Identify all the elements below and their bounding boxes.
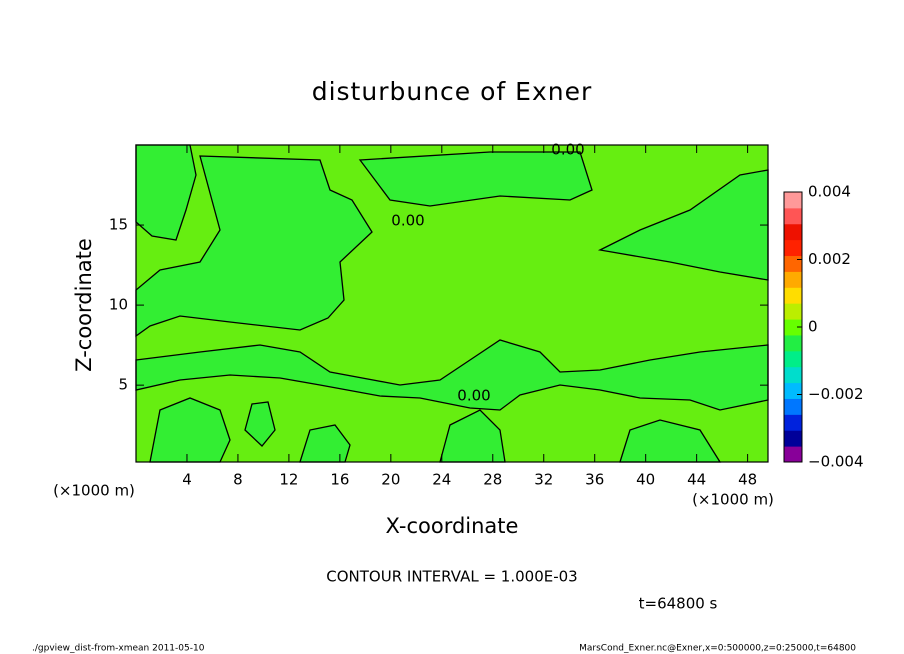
colorbar-band [784, 334, 802, 352]
colorbar-band [784, 366, 802, 384]
x-tick-label: 20 [381, 471, 400, 489]
x-tick-label: 12 [279, 471, 298, 489]
colorbar-band [784, 398, 802, 415]
y-tick-label: 10 [109, 296, 128, 314]
colorbar-band [784, 382, 802, 399]
colorbar-tick-label: 0 [808, 318, 818, 336]
y-axis-label: Z-coordinate [72, 238, 96, 372]
x-tick-label: 16 [330, 471, 349, 489]
footer-left: ./gpview_dist-from-xmean 2011-05-10 [32, 644, 205, 654]
x-tick-label: 24 [432, 471, 451, 489]
colorbar-tick-label: −0.004 [808, 453, 864, 471]
colorbar-band [784, 350, 802, 368]
x-tick-label: 40 [636, 471, 655, 489]
x-unit-right: (×1000 m) [692, 491, 774, 509]
x-tick-label: 32 [534, 471, 553, 489]
colorbar-band [784, 255, 802, 272]
contour-label: 0.00 [391, 212, 424, 230]
field [135, 144, 769, 463]
contour-region [135, 339, 769, 411]
y-tick-label: 15 [109, 216, 128, 234]
chart-title: disturbunce of Exner [312, 77, 593, 106]
contour-interval: CONTOUR INTERVAL = 1.000E-03 [326, 568, 577, 586]
colorbar-band [784, 271, 802, 288]
colorbar-tick-label: 0.004 [808, 183, 851, 201]
x-axis-label: X-coordinate [386, 514, 519, 538]
x-tick-label: 8 [233, 471, 243, 489]
time-label: t=64800 s [639, 595, 718, 613]
plot-frame [135, 144, 769, 463]
colorbar-tick-label: 0.002 [808, 250, 851, 268]
contour-region [244, 401, 276, 447]
contour-region [135, 155, 373, 338]
contour-label: 0.00 [551, 141, 584, 159]
colorbar-band [784, 287, 802, 304]
y-tick-label: 5 [118, 376, 128, 394]
colorbar-band [784, 430, 802, 447]
colorbar-band [784, 192, 802, 209]
colorbar-band [784, 207, 802, 225]
x-tick-label: 48 [738, 471, 757, 489]
x-tick-label: 4 [182, 471, 192, 489]
colorbar-tick-label: −0.002 [808, 385, 864, 403]
colorbar-band [784, 303, 802, 320]
colorbar-band [784, 319, 802, 336]
x-unit: (×1000 m) [53, 482, 135, 500]
contour-region [135, 144, 197, 241]
x-tick-label: 36 [585, 471, 604, 489]
colorbar-band [784, 446, 802, 463]
colorbar-band [784, 223, 802, 241]
colorbar-band [784, 239, 802, 257]
contour-label: 0.00 [457, 387, 490, 405]
x-tick-label: 44 [687, 471, 706, 489]
colorbar-band [784, 414, 802, 431]
x-tick-label: 28 [483, 471, 502, 489]
contour-region [358, 151, 593, 207]
footer-right: MarsCond_Exner.nc@Exner,x=0:500000,z=0:2… [579, 644, 856, 654]
